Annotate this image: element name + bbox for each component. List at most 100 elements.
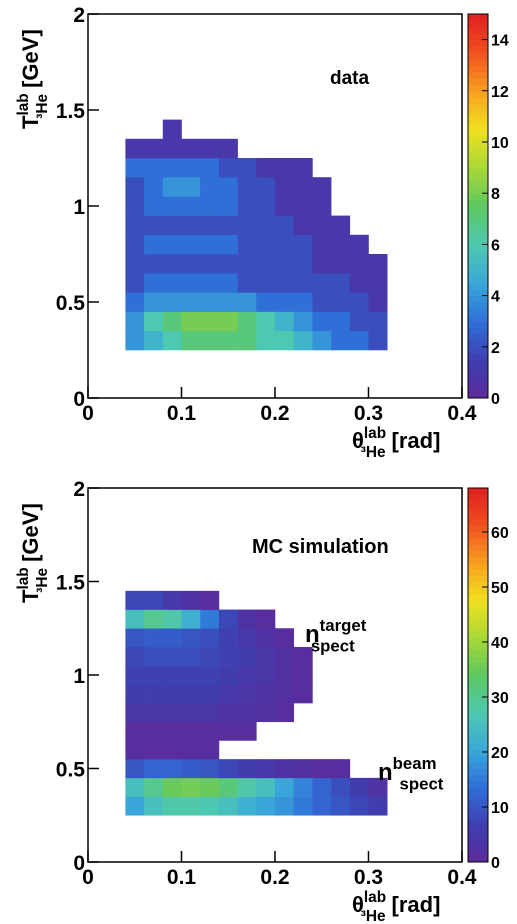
heat-cell [181,665,201,685]
heat-cell [144,777,164,797]
heat-cell [144,254,164,274]
colorbar-segment [468,500,488,508]
colorbar-segment [468,174,488,181]
colorbar-segment [468,793,488,801]
x-tick-label: 0.2 [260,866,289,889]
heat-cell [200,158,220,178]
heat-cell [200,665,220,685]
heat-cell [181,196,201,216]
colorbar-segment [468,718,488,726]
heat-cell [237,665,257,685]
colorbar-segment [468,193,488,201]
heat-cell [181,330,201,351]
y-axis-label-unit: [GeV] [18,29,43,88]
colorbar-segment [468,818,488,826]
colorbar-segment [468,353,488,361]
y-tick-label: 2 [73,4,85,27]
heat-cell [181,254,201,274]
x-tick-label: 0.2 [260,402,289,425]
heat-cell [275,234,294,255]
heat-cell [256,311,276,332]
colorbar-segment [468,805,488,813]
heat-cell [293,796,313,816]
heat-cell [218,196,238,216]
heat-cell [144,721,164,741]
colorbar-frame [467,13,489,399]
heat-cell [237,684,257,704]
colorbar-segment [468,724,488,732]
heat-cell [237,215,257,236]
heat-cell [237,196,257,216]
heat-cell [162,703,182,723]
heat-cell [331,796,351,816]
heat-cell [200,796,220,816]
colorbar-tick-label: 4 [491,289,500,306]
heat-cell [349,292,369,312]
heat-cell [256,646,276,666]
colorbar-segment [468,154,488,162]
heat-cell [256,273,276,293]
heat-cell [200,646,220,666]
colorbar-segment [468,662,488,670]
heat-cell [181,177,201,197]
x-axis-label: θlab ³He [rad] [352,425,440,461]
heat-cell [218,311,238,332]
heat-cell [200,740,220,760]
heat-cell [125,158,145,178]
colorbar-segment [468,556,488,564]
x-axis-label-sup: lab [364,425,386,442]
colorbar-segment [468,849,488,857]
heat-cell [256,330,276,351]
heat-cell [237,234,257,255]
colorbar-segment [468,494,488,501]
heat-cell [256,215,276,236]
heat-cell [218,292,238,312]
colorbar-segment [468,525,488,533]
colorbar-segment [468,58,488,66]
colorbar-segment [468,687,488,695]
heat-cell [256,777,276,797]
heat-cell [218,796,238,816]
y-axis-label-sup: lab [15,567,32,589]
heat-cell [312,759,332,779]
heat-cell [144,609,164,629]
colorbar-segment [468,97,488,105]
colorbar-segment [468,327,488,335]
heat-cell [162,721,182,741]
colorbar-segment [468,257,488,265]
heat-cell [256,684,276,704]
colorbar-segment [468,122,488,130]
colorbar-tick-label: 6 [491,237,500,254]
colorbar-segment [468,600,488,607]
y-axis-label-unit: [GeV] [18,503,43,562]
heat-cell [125,254,145,274]
heat-cell [293,215,313,236]
heat-cell [368,254,388,274]
heat-cell [293,330,313,351]
heat-cell [293,684,313,704]
heat-cell [237,273,257,293]
heat-cell [312,796,332,816]
heat-cell [256,177,276,197]
colorbar-segment [468,218,488,226]
heat-cell [162,796,182,816]
heat-cell [237,759,257,779]
heat-cell [144,158,164,178]
colorbar-segment [468,544,488,551]
heat-cell [181,740,201,760]
colorbar-segment [468,359,488,367]
heat-cell [293,158,313,178]
heat-cell [181,703,201,723]
heat-cell [368,330,388,351]
panel-label: MC simulation [252,536,389,558]
y-tick-label: 2 [73,478,85,501]
heat-cell [200,273,220,293]
colorbar-segment [468,263,488,271]
x-axis-label-sup: lab [364,889,386,906]
colorbar-segment [468,637,488,645]
heat-cell [144,590,164,610]
heat-cell [144,665,164,685]
heat-cell [275,196,294,216]
colorbar-segment [468,103,488,111]
x-axis-label-unit: [rad] [392,892,441,917]
